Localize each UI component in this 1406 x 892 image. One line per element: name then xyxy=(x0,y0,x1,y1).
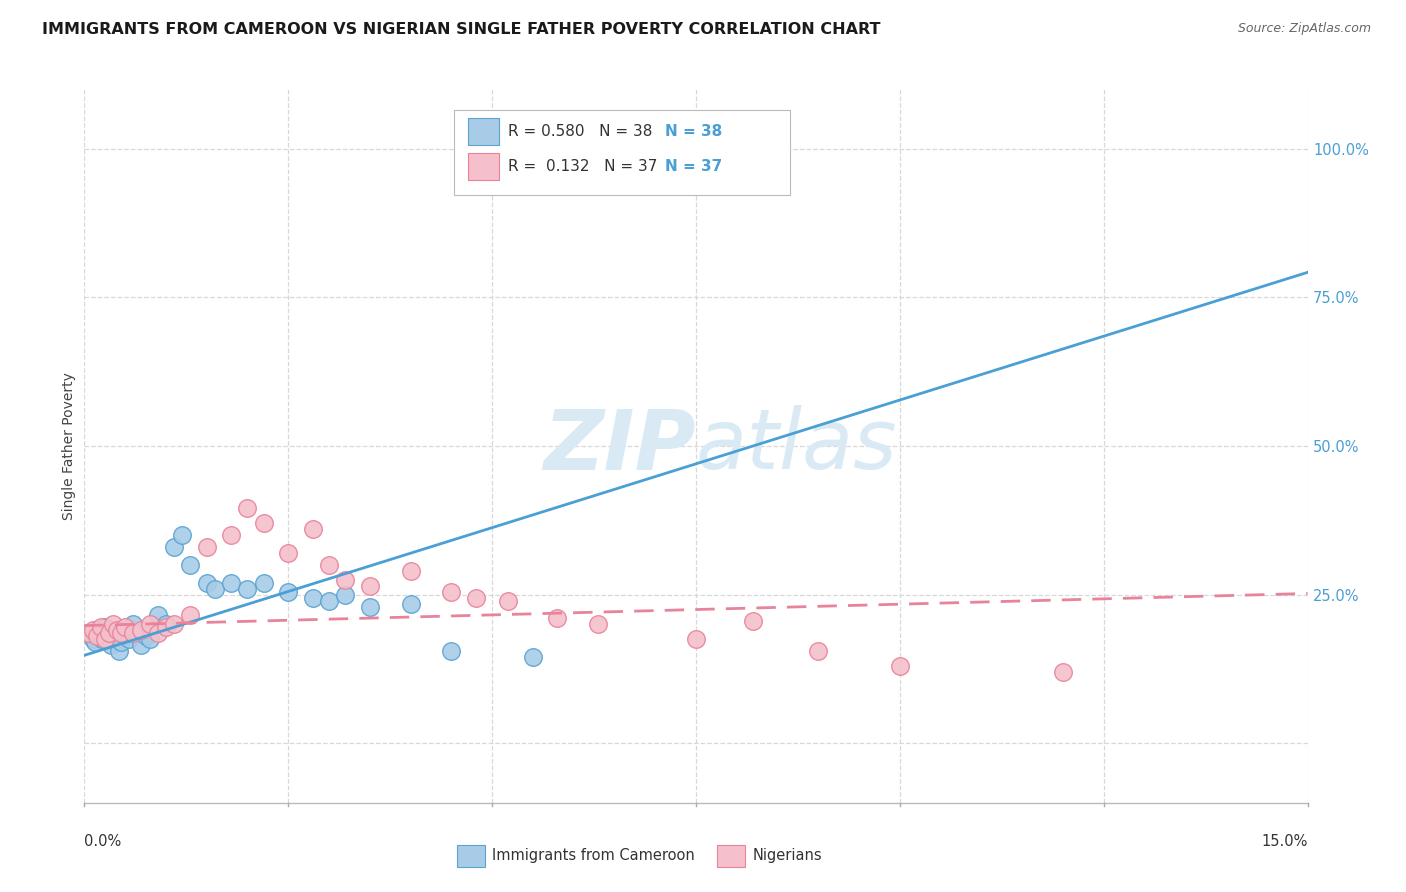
Point xyxy=(1052,665,1074,679)
Point xyxy=(236,501,259,516)
Point xyxy=(440,584,463,599)
Text: ZIP: ZIP xyxy=(543,406,696,486)
Point xyxy=(742,142,765,156)
Point xyxy=(86,629,108,643)
Point xyxy=(90,629,112,643)
Point xyxy=(135,629,157,643)
Point xyxy=(179,558,201,572)
Point xyxy=(93,620,117,634)
Point xyxy=(110,635,132,649)
Point xyxy=(100,638,122,652)
Point xyxy=(277,584,299,599)
Text: R =  0.132   N = 37: R = 0.132 N = 37 xyxy=(508,160,657,174)
Text: 0.0%: 0.0% xyxy=(84,834,121,849)
Point xyxy=(110,626,132,640)
Point xyxy=(90,620,112,634)
Point xyxy=(335,588,357,602)
Point xyxy=(204,582,226,596)
Point xyxy=(399,564,422,578)
Point xyxy=(359,599,381,614)
Point xyxy=(195,540,218,554)
Text: atlas: atlas xyxy=(696,406,897,486)
Point xyxy=(91,632,114,647)
Y-axis label: Single Father Poverty: Single Father Poverty xyxy=(62,372,76,520)
Point xyxy=(195,575,218,590)
Point xyxy=(163,617,186,632)
Point xyxy=(318,593,340,607)
Point xyxy=(399,597,422,611)
Point xyxy=(138,632,160,647)
Point xyxy=(163,540,186,554)
Text: N = 38: N = 38 xyxy=(665,124,723,138)
Point xyxy=(498,593,520,607)
Point xyxy=(138,617,160,632)
Point xyxy=(172,528,194,542)
Point xyxy=(179,608,201,623)
Point xyxy=(97,626,120,640)
Text: N = 37: N = 37 xyxy=(665,160,723,174)
Point xyxy=(359,579,381,593)
Point xyxy=(105,624,128,638)
Point xyxy=(77,626,100,640)
Point xyxy=(219,575,242,590)
Text: Source: ZipAtlas.com: Source: ZipAtlas.com xyxy=(1237,22,1371,36)
Point xyxy=(522,650,544,665)
Point xyxy=(301,522,323,536)
Point xyxy=(82,632,104,647)
Point xyxy=(114,629,136,643)
Point xyxy=(335,573,357,587)
Text: Nigerians: Nigerians xyxy=(752,848,823,863)
Text: Immigrants from Cameroon: Immigrants from Cameroon xyxy=(492,848,695,863)
Point xyxy=(586,617,609,632)
Point xyxy=(146,608,169,623)
Point xyxy=(122,617,145,632)
Point xyxy=(122,626,145,640)
Point xyxy=(118,632,141,647)
Point xyxy=(84,635,107,649)
Point xyxy=(546,611,568,625)
Point xyxy=(86,624,108,638)
Point xyxy=(97,626,120,640)
Point xyxy=(301,591,323,605)
Point xyxy=(318,558,340,572)
Point xyxy=(219,528,242,542)
Point xyxy=(127,626,149,640)
Point xyxy=(77,626,100,640)
Point xyxy=(889,659,911,673)
Text: 15.0%: 15.0% xyxy=(1261,834,1308,849)
Point xyxy=(82,624,104,638)
Point xyxy=(146,626,169,640)
Point xyxy=(114,620,136,634)
Point xyxy=(131,624,153,638)
Point xyxy=(440,644,463,658)
Point xyxy=(101,617,124,632)
Text: R = 0.580   N = 38: R = 0.580 N = 38 xyxy=(508,124,652,138)
Point xyxy=(253,516,276,531)
Point xyxy=(807,644,830,658)
Point xyxy=(685,632,707,647)
Point xyxy=(155,617,177,632)
Point xyxy=(107,644,129,658)
Point xyxy=(236,582,259,596)
Point xyxy=(93,632,117,647)
Point xyxy=(742,615,765,629)
Point xyxy=(464,591,486,605)
Point xyxy=(131,638,153,652)
Point xyxy=(253,575,276,590)
Point xyxy=(277,546,299,560)
Point xyxy=(155,620,177,634)
Point xyxy=(105,632,128,647)
Text: IMMIGRANTS FROM CAMEROON VS NIGERIAN SINGLE FATHER POVERTY CORRELATION CHART: IMMIGRANTS FROM CAMEROON VS NIGERIAN SIN… xyxy=(42,22,880,37)
